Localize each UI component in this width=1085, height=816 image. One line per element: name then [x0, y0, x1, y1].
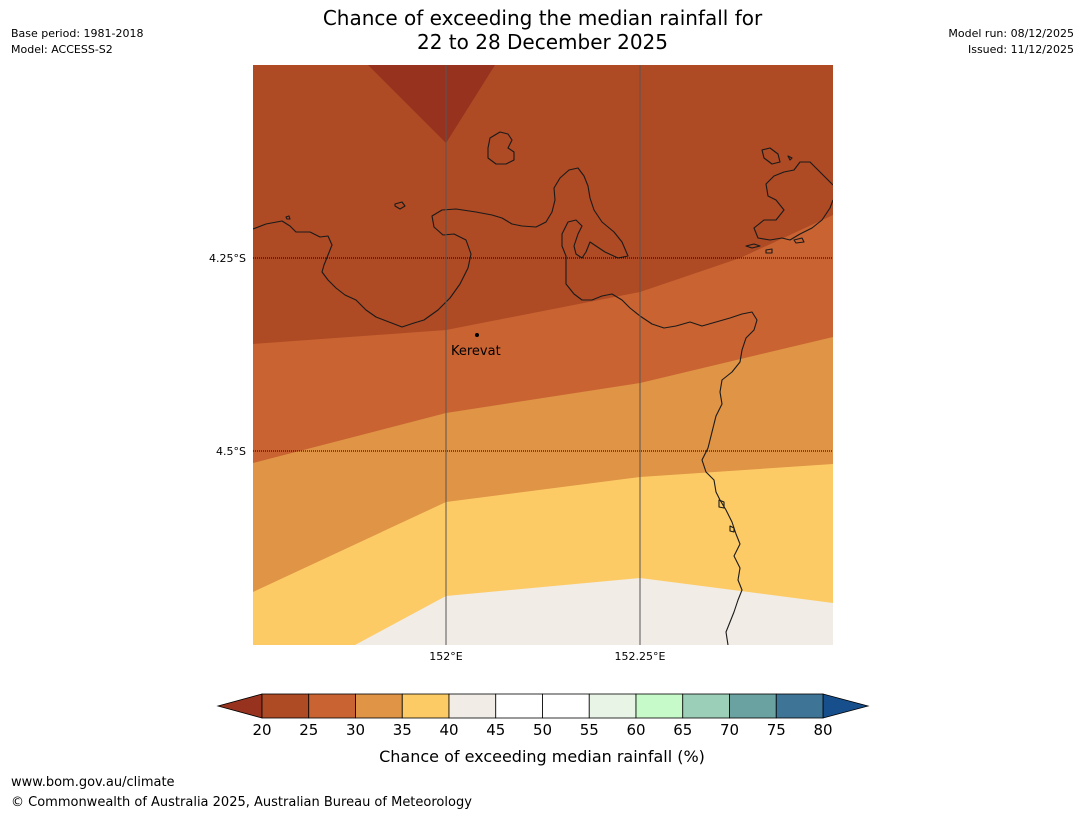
colorbar-over-arrow [822, 693, 870, 719]
islet-6 [793, 237, 805, 244]
model-run: Model run: 08/12/2025 [948, 27, 1074, 40]
colorbar-tick-labels: 20 25 30 35 40 45 50 55 60 65 70 75 80 [252, 721, 832, 739]
colorbar-cell-55-60 [588, 693, 637, 719]
islet-1 [394, 201, 406, 210]
islet-2 [285, 215, 291, 220]
colorbar-tick-30: 30 [346, 721, 365, 739]
colorbar-cell-60-65 [635, 693, 684, 719]
islet-3 [761, 147, 781, 165]
colorbar-tick-55: 55 [580, 721, 599, 739]
colorbar-under-arrow [216, 693, 263, 719]
colorbar-tick-40: 40 [439, 721, 458, 739]
colorbar-tick-35: 35 [393, 721, 412, 739]
colorbar-tick-25: 25 [299, 721, 318, 739]
islet-5 [765, 248, 773, 254]
colorbar-cell-65-70 [682, 693, 730, 719]
footer-url: www.bom.gov.au/climate [11, 775, 175, 790]
coastline-northeast [753, 161, 833, 241]
colorbar: 20 25 30 35 40 45 50 55 60 65 70 75 80 Chance of exc… [216, 693, 870, 766]
colorbar-tick-80: 80 [813, 721, 832, 739]
extreme-under-20-region [368, 65, 495, 143]
colorbar-cell-75-80 [775, 693, 824, 719]
colorbar-cells [261, 693, 824, 719]
issued-date: Issued: 11/12/2025 [967, 43, 1074, 56]
colorbar-cell-45-50 [495, 693, 543, 719]
colorbar-tick-70: 70 [720, 721, 739, 739]
coastline-west [253, 167, 758, 645]
lon-label-152-25: 152.25°E [615, 650, 666, 663]
kerevat-label: Kerevat [451, 344, 501, 359]
coastlines [253, 131, 833, 645]
model-name: Model: ACCESS-S2 [11, 43, 113, 56]
lon-label-152: 152°E [429, 650, 462, 663]
colorbar-cell-30-35 [355, 693, 403, 719]
base-period: Base period: 1981-2018 [11, 27, 144, 40]
meta-left: Base period: 1981-2018 Model: ACCESS-S2 [11, 26, 143, 58]
colorbar-label: Chance of exceeding median rainfall (%) [379, 747, 705, 766]
kerevat-marker [475, 333, 479, 337]
lat-label-4-5: 4.5°S [216, 445, 246, 458]
island-north [487, 131, 515, 165]
footer-copyright: © Commonwealth of Australia 2025, Austra… [11, 795, 472, 810]
map-area: Kerevat [253, 65, 833, 645]
colorbar-tick-20: 20 [252, 721, 271, 739]
colorbar-tick-50: 50 [533, 721, 552, 739]
islet-9 [729, 525, 735, 533]
islet-7 [787, 155, 793, 161]
colorbar-tick-65: 65 [673, 721, 692, 739]
gridlines [253, 65, 833, 645]
lat-label-4-25: 4.25°S [209, 252, 246, 265]
colorbar-cell-20-25 [261, 693, 310, 719]
meta-right: Model run: 08/12/2025 Issued: 11/12/2025 [948, 26, 1074, 58]
colorbar-tick-60: 60 [626, 721, 645, 739]
colorbar-cell-35-40 [401, 693, 450, 719]
colorbar-cell-25-30 [308, 693, 356, 719]
title-line-2: 22 to 28 December 2025 [416, 30, 668, 54]
title-line-1: Chance of exceeding the median rainfall … [322, 6, 763, 30]
band-40-45 [355, 578, 833, 645]
colorbar-cell-40-45 [448, 693, 497, 719]
islet-8 [718, 499, 725, 509]
islet-4 [745, 243, 761, 249]
colorbar-tick-75: 75 [767, 721, 786, 739]
colorbar-cell-70-75 [729, 693, 777, 719]
chart-title: Chance of exceeding the median rainfall … [0, 6, 1085, 54]
colorbar-cell-50-55 [542, 693, 590, 719]
colorbar-tick-45: 45 [486, 721, 505, 739]
